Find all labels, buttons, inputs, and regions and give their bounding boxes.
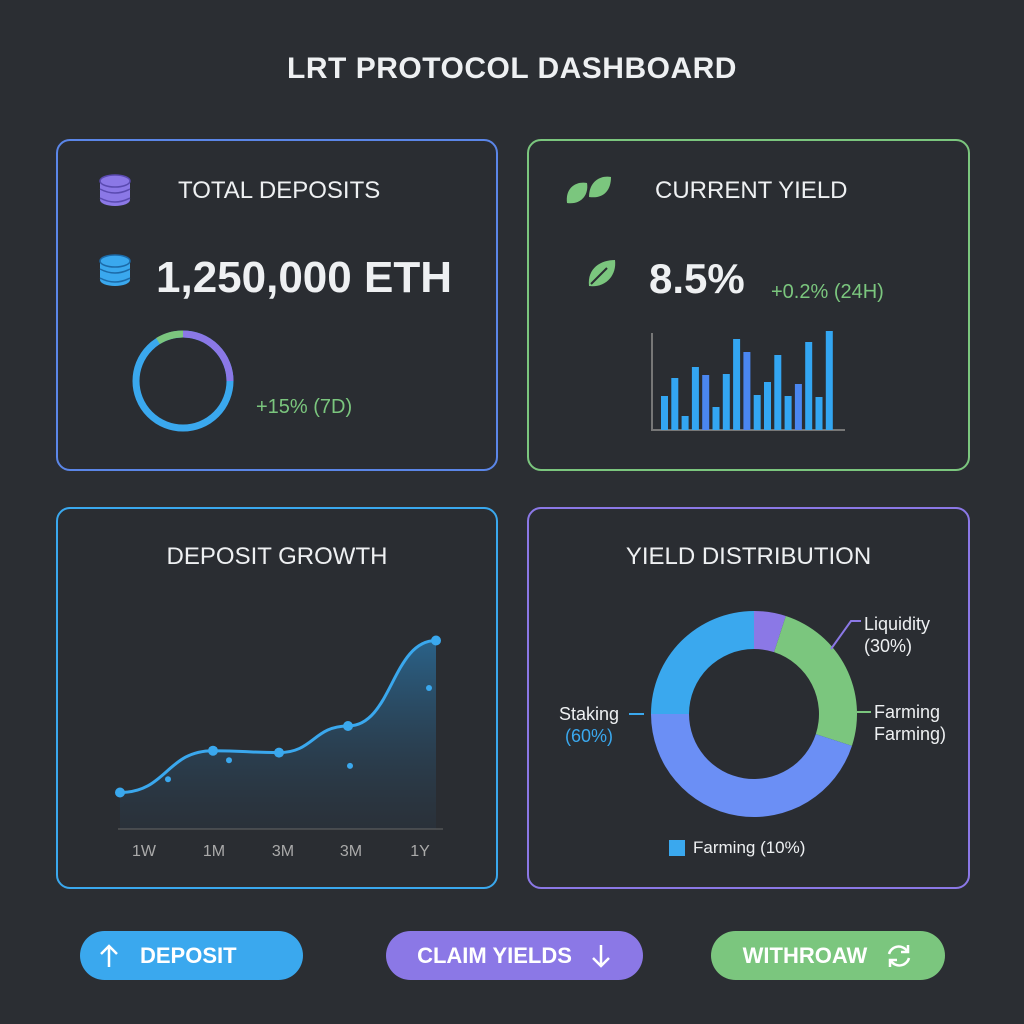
deposit-ring (132, 330, 234, 432)
total-deposits-value: 1,250,000 ETH (156, 253, 452, 302)
donut-slice (774, 616, 857, 746)
yield-bar-chart (651, 331, 845, 431)
liquidity-leader (830, 620, 861, 650)
yield-donut-chart (629, 611, 871, 817)
x-tick-label: 1M (203, 843, 225, 860)
bar (784, 396, 792, 430)
leaf-icon (588, 260, 616, 287)
data-point-small (426, 685, 432, 691)
page-title: LRT PROTOCOL DASHBOARD (287, 52, 737, 85)
bar (805, 342, 813, 430)
yield-change: +0.2% (24H) (771, 281, 884, 303)
data-point (208, 745, 218, 756)
withdraw-button[interactable]: WITHROAW (711, 931, 945, 980)
bar (733, 339, 741, 430)
current-yield-card: CURRENT YIELD 8.5% +0.2% (24H) (527, 139, 970, 471)
deposit-growth-title: DEPOSIT GROWTH (166, 543, 388, 570)
data-point-small (347, 762, 353, 769)
data-point (274, 747, 284, 758)
refresh-icon (888, 944, 911, 967)
arrow-down-icon (592, 944, 610, 968)
leaves-icon (566, 176, 611, 204)
bar (661, 396, 668, 430)
data-point-small (165, 776, 171, 783)
data-point (343, 721, 353, 731)
bar (815, 397, 823, 430)
bar (753, 395, 761, 430)
legend-swatch (669, 840, 685, 856)
area-fill (120, 640, 436, 829)
claim-yields-button[interactable]: CLAIM YIELDS (386, 931, 643, 980)
bar (712, 407, 720, 430)
x-tick-label: 1W (132, 843, 157, 860)
donut-slice (651, 611, 754, 714)
total-deposits-card: TOTAL DEPOSITS 1,250,000 ETH +15% (7D) (56, 139, 498, 471)
current-yield-value: 8.5% (649, 255, 745, 302)
deposit-button[interactable]: DEPOSIT (80, 931, 303, 980)
arrow-up-icon (100, 943, 118, 967)
yield-distribution-title: YIELD DISTRIBUTION (625, 543, 872, 570)
bar (764, 382, 771, 430)
data-point (431, 635, 441, 646)
claim-label: CLAIM YIELDS (417, 942, 572, 968)
withdraw-label: WITHROAW (742, 942, 868, 968)
total-deposits-label: TOTAL DEPOSITS (178, 177, 381, 204)
liquidity-text: Liquidity (864, 614, 931, 634)
x-tick-label: 3M (340, 843, 362, 860)
data-point-small (226, 757, 232, 764)
data-point (115, 787, 125, 798)
bar (743, 352, 751, 430)
donut-slice (754, 611, 786, 653)
coins-stack-icon (99, 174, 131, 206)
x-tick-label: 1Y (410, 843, 430, 860)
deposit-growth-chart: 1W 1M 3M 3M 1Y (115, 635, 443, 860)
deposit-growth-card: DEPOSIT GROWTH 1W 1M 3M 3M 1Y (56, 507, 498, 889)
bar (722, 374, 730, 430)
bar (681, 416, 689, 430)
bar (702, 375, 710, 430)
farming-text: Farming (874, 702, 941, 722)
farming-label: Farming Farming) (874, 701, 946, 745)
staking-pct: (60%) (565, 726, 614, 746)
staking-text: Staking (559, 704, 620, 724)
bar (691, 367, 699, 430)
current-yield-label: CURRENT YIELD (655, 177, 848, 204)
yield-distribution-card: YIELD DISTRIBUTION Liquidity (30%) Farmin… (527, 507, 970, 889)
donut-slice (651, 714, 852, 817)
deposits-change: +15% (7D) (256, 396, 353, 418)
liquidity-pct: (30%) (864, 636, 913, 656)
bar (774, 355, 782, 430)
liquidity-label: Liquidity (30%) (864, 613, 930, 657)
x-tick-label: 3M (272, 843, 294, 860)
bar (671, 378, 679, 430)
coins-stack-icon (99, 254, 131, 286)
staking-label: Staking (60%) (559, 703, 619, 747)
deposit-label: DEPOSIT (140, 942, 237, 968)
bar (794, 384, 802, 430)
farming-text-2: Farming) (874, 724, 947, 744)
legend-text: Farming (10%) (693, 838, 806, 857)
bar (825, 331, 833, 430)
pie-legend: Farming (10%) (669, 838, 805, 858)
